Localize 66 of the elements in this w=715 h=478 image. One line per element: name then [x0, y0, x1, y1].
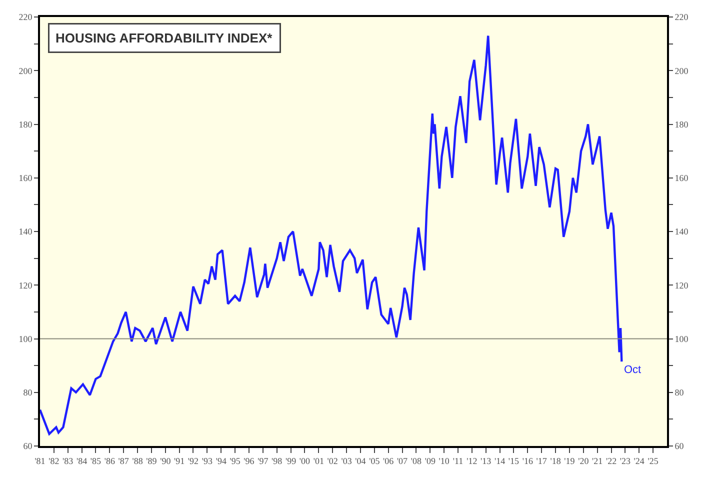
- x-tick-label: '97: [258, 456, 269, 466]
- x-tick-label: '25: [648, 456, 659, 466]
- x-tick-label: '92: [188, 456, 199, 466]
- x-tick-label: '24: [634, 456, 645, 466]
- x-tick-label: '89: [146, 456, 158, 466]
- x-tick-label: '18: [550, 456, 562, 466]
- x-tick-label: '83: [62, 456, 74, 466]
- x-tick-label: '94: [216, 456, 227, 466]
- x-tick-label: '82: [48, 456, 60, 466]
- x-tick-label: '86: [104, 456, 116, 466]
- x-tick-label: '88: [132, 456, 144, 466]
- text: HOUSING AFFORDABILITY INDEX*: [56, 30, 274, 46]
- x-tick-label: '14: [494, 456, 506, 466]
- x-tick-label: '99: [285, 456, 297, 466]
- x-tick-label: '81: [34, 456, 46, 466]
- x-tick-label: '15: [508, 456, 520, 466]
- x-tick-label: '87: [118, 456, 130, 466]
- y2-tick-label: 120: [674, 280, 689, 290]
- x-tick-label: '05: [369, 456, 380, 466]
- x-tick-label: '90: [160, 456, 172, 466]
- y-tick-label: 60: [23, 441, 33, 452]
- x-tick-label: '04: [355, 456, 366, 466]
- x-tick-label: '21: [592, 456, 603, 466]
- y-tick-label: 200: [18, 66, 33, 76]
- x-tick-label: '23: [620, 456, 631, 466]
- y-tick-label: 80: [23, 388, 33, 398]
- y-tick-label: 220: [18, 12, 33, 22]
- x-tick-label: '96: [244, 456, 255, 466]
- y2-tick-label: 200: [674, 66, 689, 76]
- y2-tick-label: 220: [674, 12, 689, 22]
- x-tick-label: '01: [313, 456, 324, 466]
- x-tick-label: '85: [90, 456, 102, 466]
- x-tick-label: '95: [230, 456, 241, 466]
- x-tick-label: '91: [174, 456, 185, 466]
- y2-tick-label: 100: [674, 334, 689, 344]
- x-tick-label: '84: [76, 456, 88, 466]
- y2-tick-label: 160: [674, 173, 689, 184]
- x-tick-label: '08: [410, 456, 422, 466]
- x-tick-label: '16: [522, 456, 534, 466]
- x-tick-label: '09: [424, 456, 436, 466]
- x-tick-label: '20: [578, 456, 590, 466]
- x-tick-label: '19: [564, 456, 576, 466]
- y2-tick-label: 60: [674, 441, 684, 452]
- x-tick-label: '22: [606, 456, 617, 466]
- x-tick-label: '00: [299, 456, 311, 466]
- x-tick-label: '93: [202, 456, 214, 466]
- y-tick-label: 140: [18, 226, 33, 237]
- x-tick-label: '10: [438, 456, 450, 466]
- x-tick-label: '02: [327, 456, 338, 466]
- y-tick-label: 160: [18, 173, 33, 184]
- x-tick-label: '06: [383, 456, 394, 466]
- x-tick-label: '11: [452, 456, 464, 466]
- x-tick-label: '07: [396, 456, 408, 466]
- y-tick-label: 100: [18, 334, 33, 344]
- annotation: Oct: [624, 364, 642, 376]
- y-tick-label: 120: [18, 280, 33, 290]
- x-tick-label: '12: [466, 456, 478, 466]
- y2-tick-label: 80: [674, 388, 684, 398]
- y2-tick-label: 140: [674, 226, 689, 237]
- x-tick-label: '98: [272, 456, 283, 466]
- line-series: [40, 34, 623, 436]
- x-tick-label: '13: [480, 456, 492, 466]
- x-tick-label: '03: [341, 456, 352, 466]
- x-tick-label: '17: [536, 456, 548, 466]
- y-tick-label: 180: [18, 119, 33, 130]
- y2-tick-label: 180: [674, 119, 689, 130]
